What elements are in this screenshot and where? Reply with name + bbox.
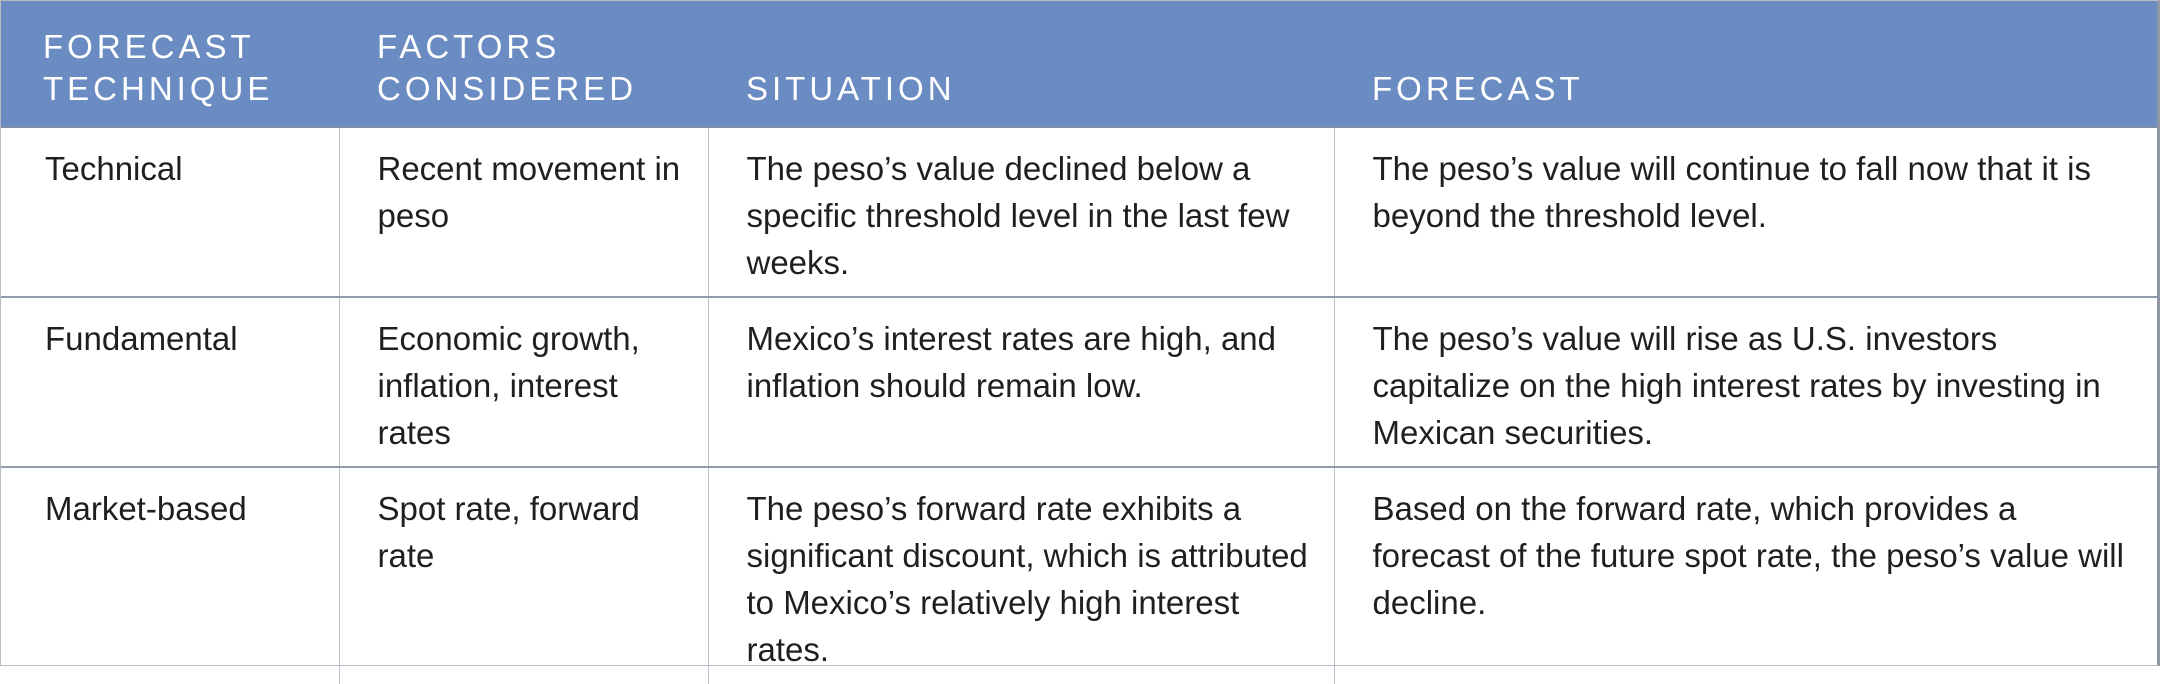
cell-situation: The peso’s forward rate exhibits a signi…: [708, 466, 1335, 684]
table-header: FORECAST TECHNIQUE FACTORS CONSIDERED SI…: [1, 1, 2157, 128]
cell-forecast: Based on the forward rate, which provide…: [1334, 466, 2157, 684]
header-row: FORECAST TECHNIQUE FACTORS CONSIDERED SI…: [1, 1, 2157, 128]
table-row: Fundamental Economic growth, inflation, …: [1, 296, 2157, 467]
cell-situation: The peso’s value declined below a specif…: [708, 126, 1335, 297]
cell-technique: Market-based: [1, 466, 340, 684]
header-forecast: FORECAST: [1334, 1, 2157, 128]
cell-factors: Recent movement in peso: [339, 126, 709, 297]
cell-factors: Spot rate, forward rate: [339, 466, 709, 684]
cell-forecast: The peso’s value will continue to fall n…: [1334, 126, 2157, 297]
table-row: Market-based Spot rate, forward rate The…: [1, 466, 2157, 684]
header-factors-considered: FACTORS CONSIDERED: [339, 1, 708, 128]
cell-factors: Economic growth, inflation, interest rat…: [339, 296, 709, 467]
header-situation: SITUATION: [708, 1, 1334, 128]
cell-situation: Mexico’s interest rates are high, and in…: [708, 296, 1335, 467]
header-forecast-technique: FORECAST TECHNIQUE: [1, 1, 339, 128]
table-row: Technical Recent movement in peso The pe…: [1, 126, 2157, 297]
cell-technique: Fundamental: [1, 296, 340, 467]
cell-technique: Technical: [1, 126, 340, 297]
table-body: Technical Recent movement in peso The pe…: [1, 126, 2157, 684]
cell-forecast: The peso’s value will rise as U.S. inves…: [1334, 296, 2157, 467]
